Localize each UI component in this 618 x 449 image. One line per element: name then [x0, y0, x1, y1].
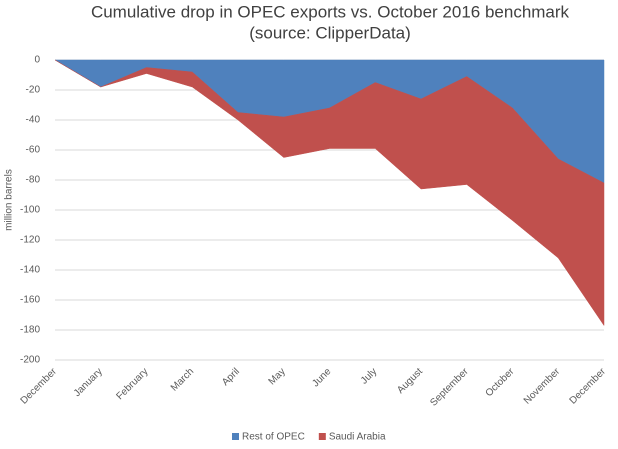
y-tick-label: -180	[20, 325, 40, 336]
x-tick-label: October	[484, 366, 517, 399]
legend-swatch	[318, 433, 326, 440]
y-tick-label: -80	[26, 175, 41, 186]
y-tick-label: -100	[20, 205, 40, 216]
legend-label: Rest of OPEC	[242, 432, 305, 443]
area	[54, 59, 605, 327]
y-tick-label: -200	[20, 355, 40, 366]
y-tick-label: -20	[26, 85, 41, 96]
legend-swatch	[232, 433, 239, 440]
x-tick-label: January	[72, 366, 105, 399]
y-tick-label: 0	[34, 55, 40, 66]
x-tick-label: December	[19, 366, 60, 407]
x-tick-label: September	[428, 366, 471, 409]
legend-label: Saudi Arabia	[329, 432, 386, 443]
x-tick-label: April	[220, 366, 242, 388]
x-tick-label: June	[310, 366, 333, 389]
y-tick-label: -140	[20, 265, 40, 276]
chart-title: Cumulative drop in OPEC exports vs. Octo…	[91, 2, 570, 21]
x-tick-label: December	[568, 366, 609, 407]
y-tick-label: -120	[20, 235, 40, 246]
x-tick-label: March	[169, 366, 196, 393]
y-tick-label: -40	[26, 115, 41, 126]
x-tick-label: February	[114, 366, 150, 402]
x-tick-label: November	[522, 366, 563, 407]
y-tick-label: -160	[20, 295, 40, 306]
y-axis-label: million barrels	[4, 169, 15, 231]
x-tick-label: July	[359, 366, 379, 386]
chart-subtitle: (source: ClipperData)	[249, 23, 411, 42]
y-tick-label: -60	[26, 145, 41, 156]
x-tick-label: August	[395, 366, 425, 396]
x-tick-label: May	[267, 366, 288, 387]
